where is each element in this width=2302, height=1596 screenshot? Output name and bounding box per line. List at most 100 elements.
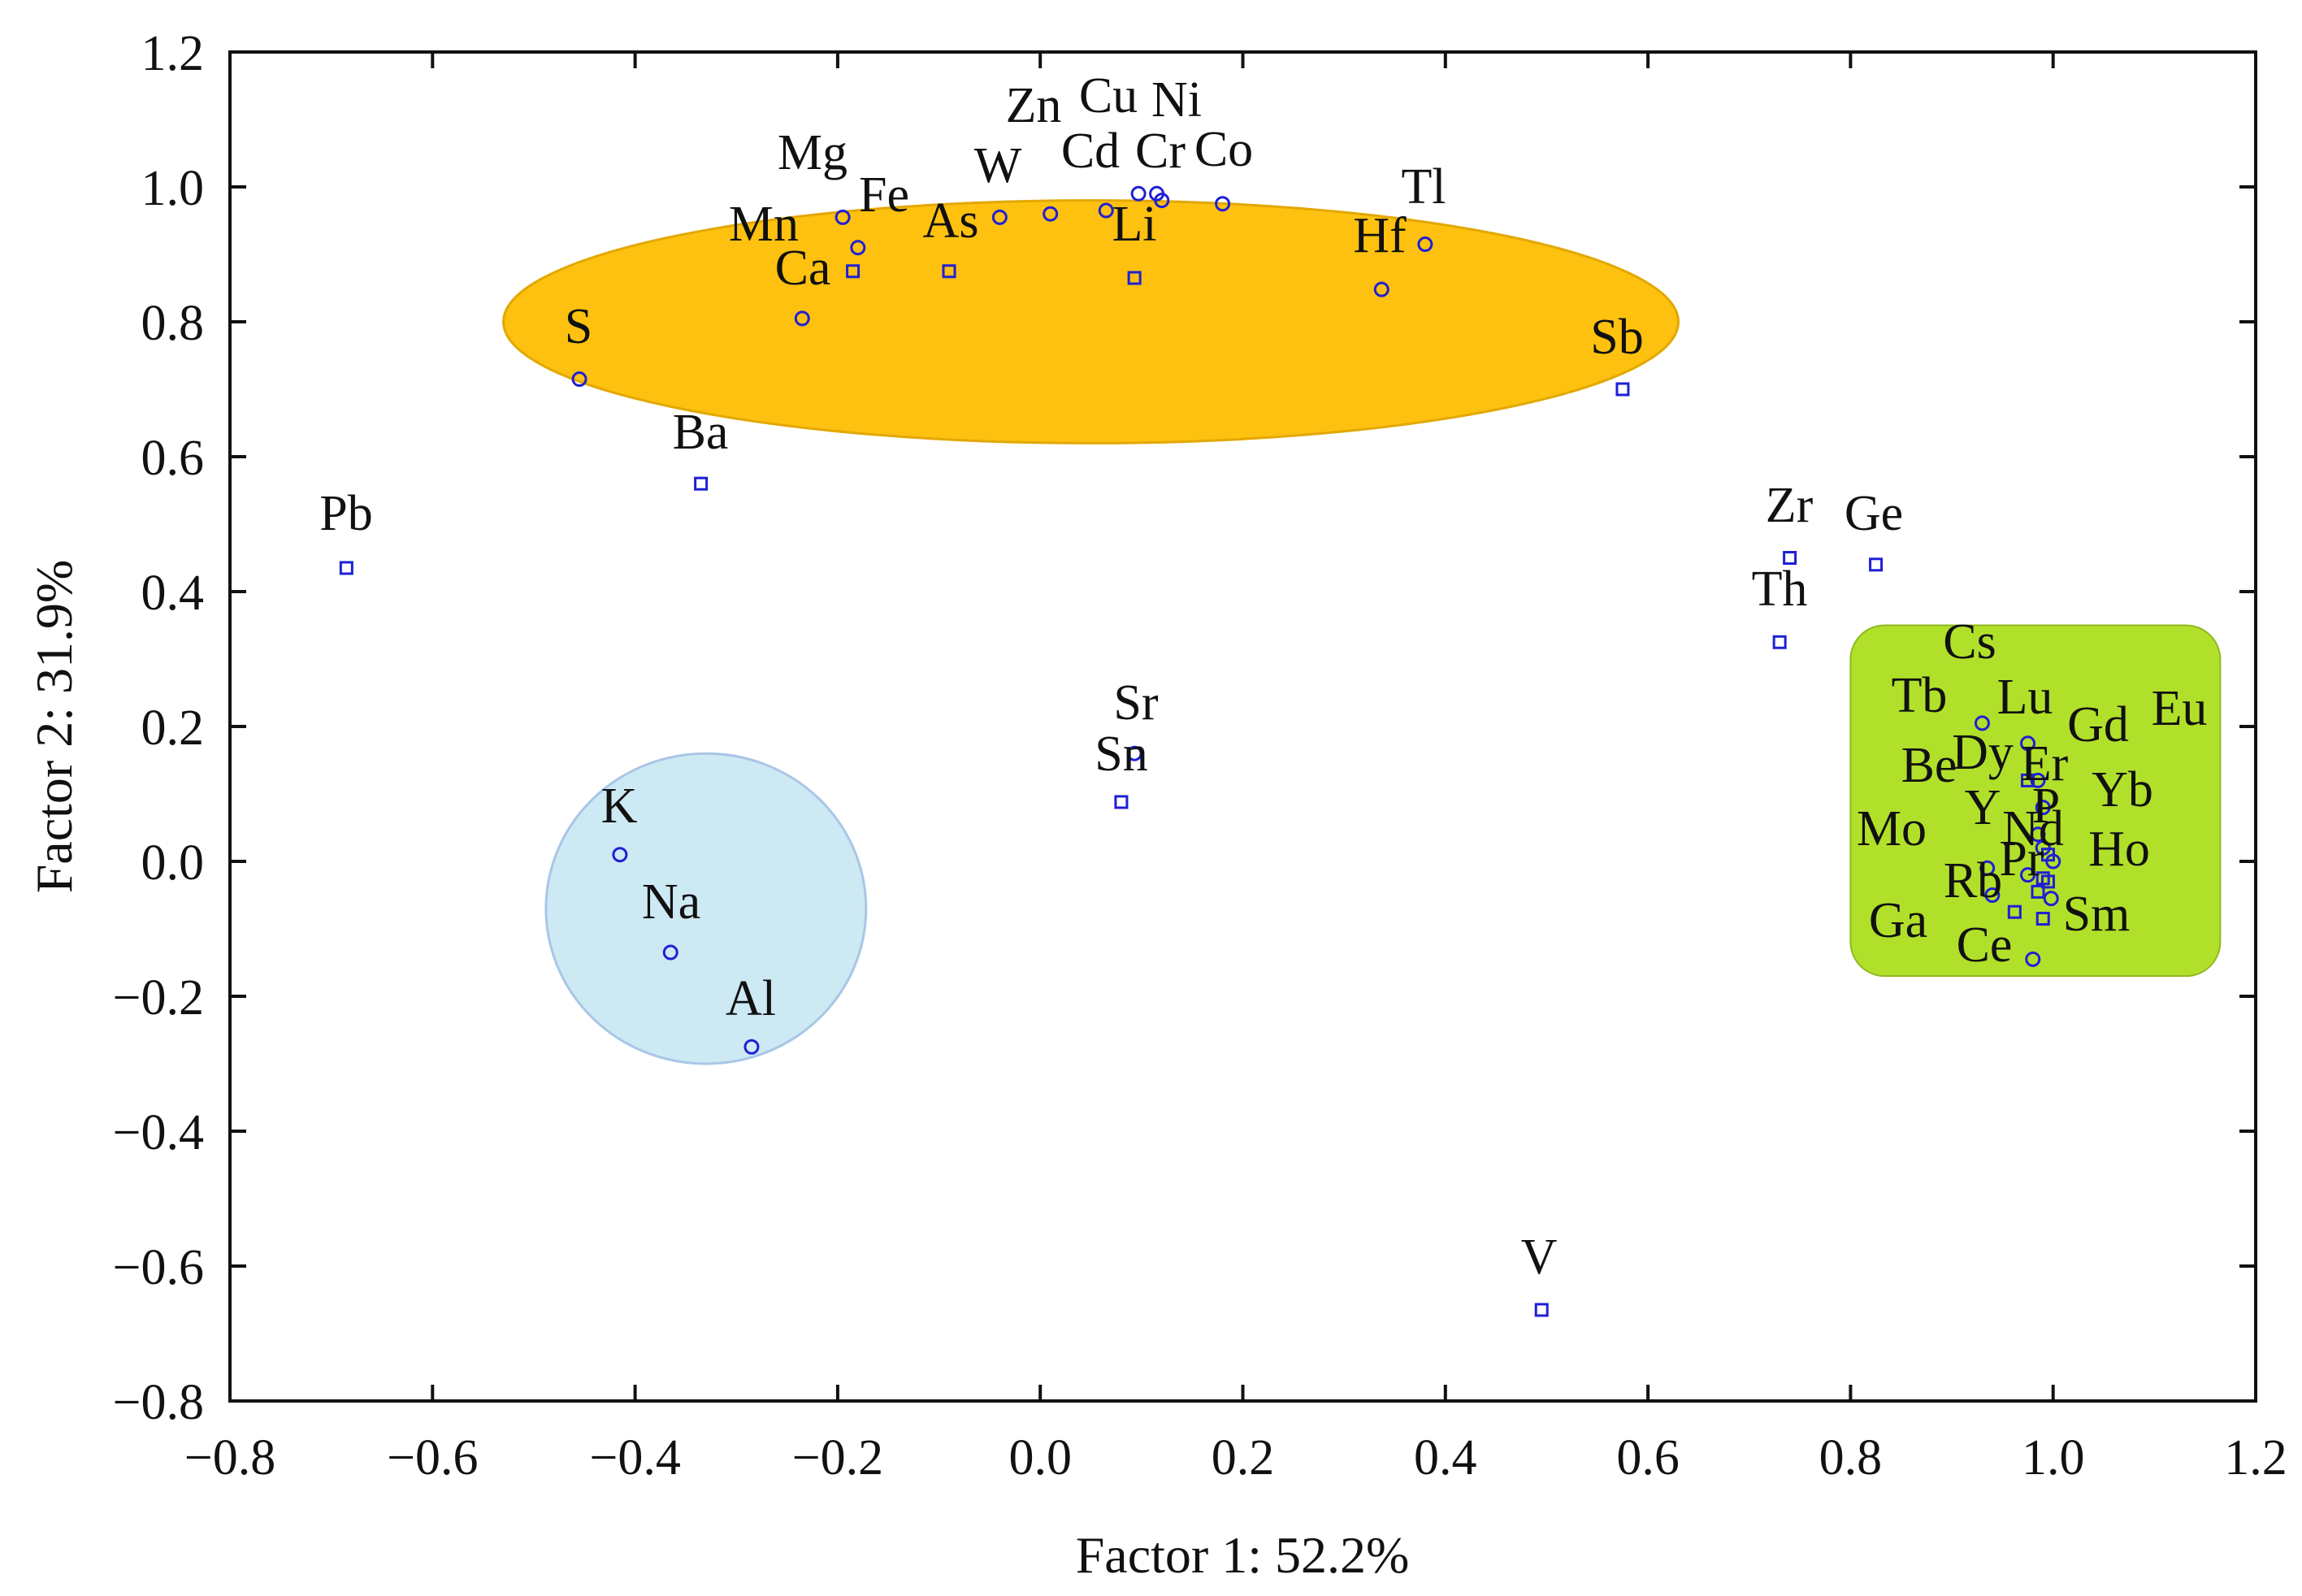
x-tick-label: −0.6 — [387, 1430, 478, 1485]
point-w — [991, 209, 1008, 225]
point-label-lu: Lu — [1997, 670, 2053, 725]
point-label-tl: Tl — [1401, 159, 1446, 215]
y-tick-label: 0.4 — [141, 566, 205, 621]
y-axis-title: Factor 2: 31.9% — [25, 560, 83, 894]
point-co — [1215, 196, 1231, 212]
point-dy — [2030, 826, 2046, 843]
point-mg — [835, 209, 851, 225]
y-tick-label: 0.2 — [141, 700, 205, 756]
point-s — [571, 371, 587, 388]
x-tick-label: 1.0 — [2022, 1430, 2085, 1485]
x-tick-label: 0.4 — [1414, 1430, 1477, 1485]
point-label-gd: Gd — [2067, 697, 2129, 752]
point-label-ho: Ho — [2088, 822, 2150, 877]
point-label-as: As — [923, 193, 979, 249]
point-label-rb: Rb — [1944, 853, 2002, 909]
point-label-cr: Cr — [1135, 124, 1186, 179]
point-label-er: Er — [2021, 736, 2069, 791]
point-th — [1772, 635, 1787, 649]
point-ga — [2025, 951, 2041, 967]
point-label-sn: Sn — [1095, 726, 1147, 782]
point-y — [2020, 867, 2036, 883]
point-gd — [2021, 773, 2035, 787]
x-tick-label: 0.0 — [1008, 1430, 1072, 1485]
point-yb — [2045, 853, 2061, 870]
point-zr — [1783, 551, 1797, 565]
point-label-ca: Ca — [775, 241, 831, 296]
x-tick-label: −0.2 — [792, 1430, 883, 1485]
x-tick-label: −0.8 — [184, 1430, 275, 1485]
point-label-cs: Cs — [1943, 614, 1996, 670]
y-tick-label: −0.4 — [113, 1105, 204, 1160]
point-label-al: Al — [726, 971, 776, 1026]
point-label-p: P — [2032, 778, 2060, 834]
y-tick-label: 0.0 — [141, 835, 205, 891]
group-highlights — [502, 199, 2222, 1065]
group-highlight-0 — [502, 199, 1680, 445]
y-tick-label: −0.8 — [113, 1375, 204, 1430]
point-k — [612, 847, 628, 863]
point-label-dy: Dy — [1952, 725, 2014, 780]
point-na — [662, 944, 678, 961]
point-label-fe: Fe — [859, 167, 909, 223]
point-label-s: S — [565, 299, 592, 354]
point-pr — [2031, 884, 2045, 899]
point-label-ba: Ba — [673, 405, 729, 460]
point-label-w: W — [974, 138, 1022, 193]
y-tick-label: 1.0 — [141, 161, 205, 216]
point-cr — [1130, 185, 1147, 202]
point-ca — [794, 310, 810, 327]
x-tick-label: 1.2 — [2224, 1430, 2287, 1485]
point-label-pb: Pb — [319, 486, 372, 541]
point-tb — [2020, 735, 2036, 752]
point-label-li: Li — [1112, 197, 1156, 252]
point-li — [1127, 271, 1142, 285]
point-label-hf: Hf — [1353, 208, 1407, 263]
point-label-v: V — [1521, 1230, 1558, 1285]
point-cs — [1974, 715, 1990, 731]
group-highlight-1 — [544, 752, 868, 1065]
point-label-ge: Ge — [1845, 486, 1903, 541]
point-zn — [1043, 206, 1059, 222]
y-tick-label: 0.8 — [141, 296, 205, 351]
point-pb — [339, 561, 353, 575]
point-label-tb: Tb — [1892, 668, 1948, 723]
y-tick-label: 0.6 — [141, 431, 205, 486]
point-label-zr: Zr — [1766, 478, 1814, 533]
x-tick-label: 0.8 — [1819, 1430, 1883, 1485]
point-sn — [1114, 795, 1129, 809]
x-axis-title: Factor 1: 52.2% — [1076, 1526, 1410, 1584]
point-label-ce: Ce — [1957, 917, 2013, 973]
point-be — [1979, 860, 1996, 876]
point-v — [1534, 1303, 1549, 1317]
point-label-na: Na — [642, 874, 700, 930]
point-ce — [2040, 874, 2055, 889]
y-tick-label: −0.6 — [113, 1240, 204, 1295]
point-label-pr: Pr — [1999, 831, 2044, 887]
point-al — [743, 1039, 760, 1055]
point-label-y: Y — [1965, 780, 2001, 835]
point-label-ni: Ni — [1151, 72, 1202, 128]
point-label-co: Co — [1194, 122, 1253, 177]
point-sr — [1126, 745, 1142, 761]
point-label-yb: Yb — [2092, 762, 2153, 818]
y-tick-label: −0.2 — [113, 970, 204, 1026]
point-label-k: K — [601, 778, 638, 834]
group-highlight-2 — [1849, 624, 2222, 978]
x-tick-label: −0.4 — [589, 1430, 680, 1485]
point-rb — [2007, 904, 2022, 919]
axis-ticks: −0.8 −0.6 −0.4 −0.2 0.0 0.2 0.4 0.6 0.8 1.0 1.2 −0.… — [113, 26, 2287, 1485]
point-label-mo: Mo — [1857, 801, 1927, 857]
point-label-sm: Sm — [2063, 887, 2131, 942]
point-tl — [1417, 236, 1433, 253]
x-tick-label: 0.2 — [1212, 1430, 1275, 1485]
y-tick-label: 1.2 — [141, 26, 205, 81]
point-label-cd: Cd — [1061, 124, 1120, 179]
x-tick-label: 0.6 — [1616, 1430, 1680, 1485]
point-lu — [2030, 772, 2046, 788]
point-label-zn: Zn — [1006, 78, 1062, 133]
point-ba — [694, 476, 709, 491]
point-eu — [2035, 800, 2051, 816]
